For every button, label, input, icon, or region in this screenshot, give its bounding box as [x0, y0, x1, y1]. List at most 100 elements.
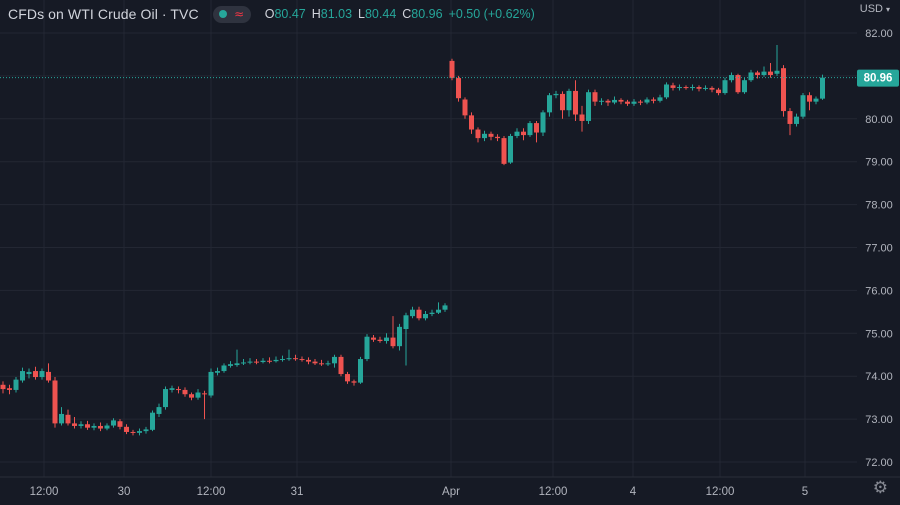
candle-body: [241, 362, 246, 364]
candle-body: [163, 389, 168, 408]
candle-body: [234, 363, 240, 366]
candle-body: [358, 359, 363, 383]
gear-icon[interactable]: ⚙: [872, 478, 888, 498]
candle-body: [521, 131, 526, 136]
candle-body: [540, 112, 546, 133]
candle-body: [202, 393, 207, 395]
candle-body: [338, 356, 344, 375]
candle-body: [670, 85, 676, 88]
candle-body: [618, 99, 624, 102]
candle-body: [534, 123, 539, 133]
candle-body: [150, 412, 155, 430]
candle-body: [72, 423, 77, 426]
market-open-dot-icon: [219, 10, 228, 18]
chart-header: CFDs on WTI Crude Oil · TVC ≈ O80.47 H81…: [8, 5, 535, 23]
candle-body: [13, 379, 19, 390]
candle-body: [423, 313, 428, 319]
candle-body: [111, 420, 116, 426]
candle-body: [553, 93, 559, 96]
candle-body: [78, 424, 84, 426]
candle-body: [436, 309, 441, 313]
price-tick-label: 72.00: [865, 457, 893, 469]
candle-body: [761, 71, 767, 76]
candle-body: [560, 93, 565, 111]
candle-body: [156, 407, 162, 414]
candle-body: [488, 133, 494, 137]
candle-body: [462, 99, 468, 116]
price-tick-label: 74.00: [865, 371, 893, 383]
price-tick-label: 79.00: [865, 157, 893, 169]
candle-body: [820, 77, 825, 99]
open-label: O: [264, 7, 275, 21]
candle-body: [221, 365, 227, 372]
candle-body: [332, 356, 337, 364]
time-axis: 12:00 30 12:00 31 Apr 12:00 4 12:00 5: [30, 486, 809, 498]
candle-body: [475, 129, 481, 139]
low-value: 80.44: [364, 7, 397, 21]
candle-body: [638, 101, 643, 103]
candle-body: [722, 80, 728, 94]
candle-body: [371, 337, 376, 340]
candle-body: [800, 95, 806, 117]
candle-body: [46, 371, 51, 381]
candle-body: [644, 99, 650, 103]
last-price-label: 80.96: [864, 73, 893, 85]
candle-body: [709, 87, 715, 90]
candle-body: [59, 413, 64, 424]
currency-selector[interactable]: USD ▾: [860, 3, 890, 15]
candle-body: [547, 95, 552, 113]
candle-body: [429, 312, 435, 314]
symbol-title[interactable]: CFDs on WTI Crude Oil · TVC: [8, 6, 199, 22]
close-label: C: [402, 7, 412, 21]
candle-body: [65, 414, 71, 424]
candle-body: [39, 371, 45, 378]
candle-body: [703, 87, 708, 89]
candle-body: [312, 361, 318, 364]
candle-body: [247, 361, 253, 363]
candle-body: [20, 371, 25, 381]
candle-body: [117, 421, 123, 427]
time-tick-label: 12:00: [30, 486, 59, 498]
time-tick-label: 12:00: [539, 486, 568, 498]
candle-body: [514, 131, 520, 136]
candle-body: [189, 394, 194, 398]
candle-body: [716, 89, 721, 94]
last-price-box: [857, 69, 899, 87]
chevron-down-icon: ▾: [885, 4, 890, 14]
price-axis: 82.0081.0080.0079.0078.0077.0076.0075.00…: [865, 28, 893, 469]
candle-body: [527, 123, 533, 136]
time-tick-label: 31: [291, 486, 304, 498]
candle-body: [267, 360, 272, 362]
candle-body: [286, 358, 292, 360]
candle-body: [449, 60, 455, 79]
wave-icon: ≈: [234, 7, 245, 21]
candle-body: [781, 68, 786, 112]
status-pill[interactable]: ≈: [212, 5, 251, 23]
candle-body: [299, 359, 305, 361]
candle-body: [195, 392, 201, 398]
candle-body: [592, 92, 598, 102]
candle-body: [625, 101, 630, 104]
close-value: 80.96: [411, 7, 443, 21]
candle-body: [377, 339, 383, 342]
candle-body: [787, 111, 793, 124]
candle-body: [755, 72, 760, 76]
candle-body: [586, 92, 591, 121]
candle-body: [690, 87, 695, 89]
candle-body: [215, 371, 220, 373]
chart-grid: [0, 0, 857, 477]
low-label: L: [358, 7, 365, 21]
candle-body: [794, 116, 799, 124]
candle-body: [748, 72, 754, 81]
candle-body: [579, 114, 585, 121]
candle-body: [482, 133, 487, 139]
candle-body: [52, 380, 58, 424]
candle-body: [176, 389, 181, 391]
candle-body: [364, 336, 370, 360]
time-tick-label: 5: [802, 486, 808, 498]
candle-body: [495, 136, 500, 139]
candle-body: [501, 138, 507, 164]
price-tick-label: 80.00: [865, 114, 893, 126]
candle-body: [612, 99, 617, 103]
